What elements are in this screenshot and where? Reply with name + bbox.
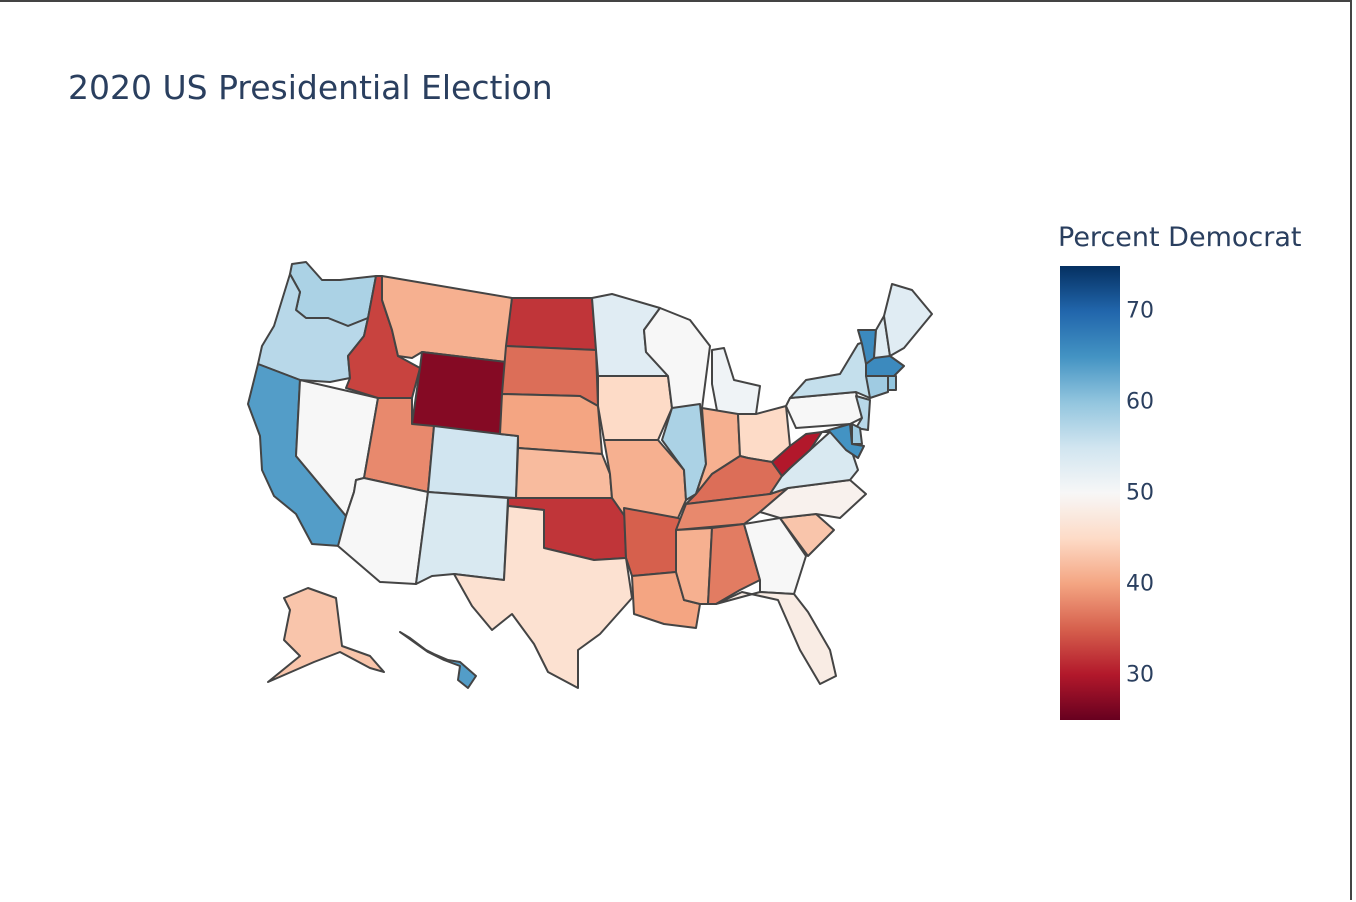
state-ks[interactable]: KS: 42 xyxy=(515,447,613,499)
state-il[interactable]: IL: 58 xyxy=(661,403,707,501)
state-mt[interactable]: MT: 41 xyxy=(381,275,513,363)
state-md[interactable]: MD: 65 xyxy=(821,423,865,459)
state-nm[interactable]: NM: 54 xyxy=(415,491,509,585)
chart-title: 2020 US Presidential Election xyxy=(68,68,553,107)
colorbar-title: Percent Democrat xyxy=(1058,222,1302,253)
state-hi[interactable]: HI: 64 xyxy=(399,631,477,689)
state-me[interactable]: ME: 53 xyxy=(883,283,933,357)
state-ak[interactable]: AK: 43 xyxy=(267,587,385,683)
colorbar-tick-label: 60 xyxy=(1126,389,1154,415)
state-co[interactable]: CO: 55 xyxy=(427,425,519,499)
colorbar xyxy=(1060,266,1120,720)
colorbar-tick-label: 40 xyxy=(1126,571,1154,597)
state-ri[interactable]: RI: 60 xyxy=(887,375,897,391)
state-ma[interactable]: MA: 66 xyxy=(865,355,905,377)
state-ms[interactable]: MS: 41 xyxy=(675,527,713,605)
state-wv[interactable]: WV: 30 xyxy=(771,431,823,477)
state-wy[interactable]: WY: 27 xyxy=(411,351,507,435)
colorbar-tick-label: 30 xyxy=(1126,662,1154,688)
colorbar-tick-label: 50 xyxy=(1126,480,1154,506)
colorbar-tick-label: 70 xyxy=(1126,298,1154,324)
state-mi[interactable]: MI: 51 xyxy=(711,347,761,417)
state-tx[interactable]: TX: 46 xyxy=(453,505,633,689)
state-ct[interactable]: CT: 59 xyxy=(865,375,889,399)
state-fl[interactable]: FL: 48 xyxy=(715,591,837,685)
state-nd[interactable]: ND: 32 xyxy=(505,297,597,351)
state-ia[interactable]: IA: 45 xyxy=(597,375,673,441)
state-nj[interactable]: NJ: 57 xyxy=(855,395,871,431)
